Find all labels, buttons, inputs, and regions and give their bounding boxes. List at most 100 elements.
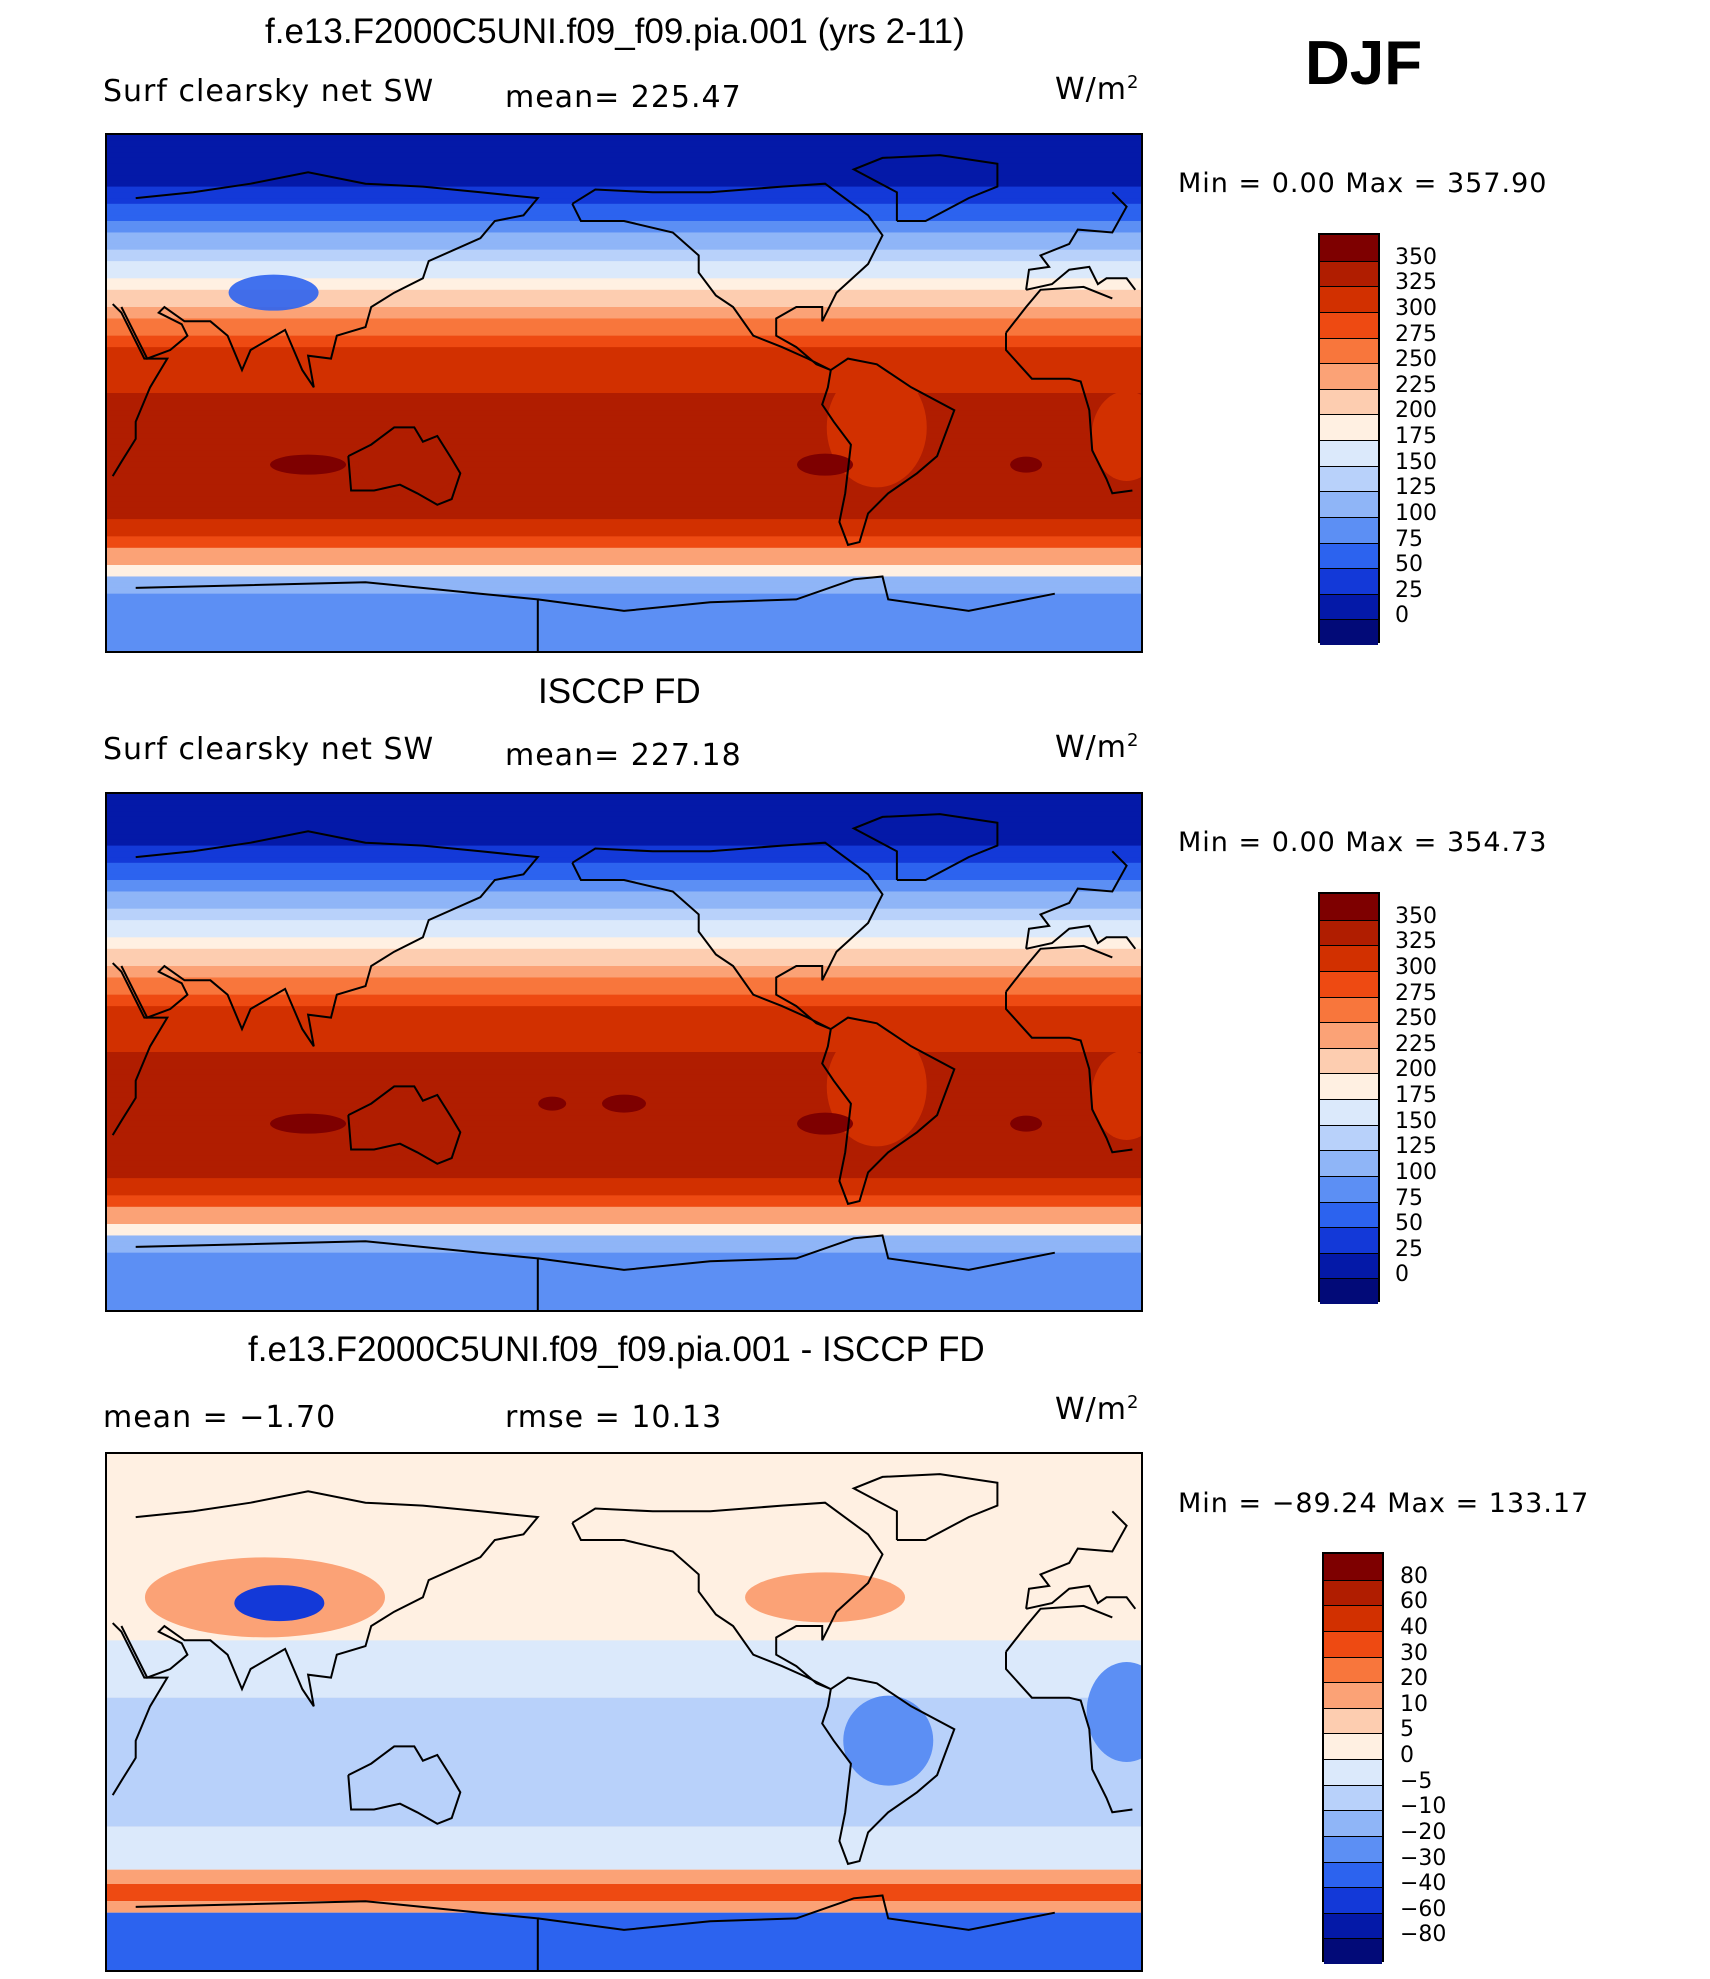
field-band [107,1206,1141,1214]
field-band [107,410,1141,417]
field-band [107,393,1141,400]
field-band [107,868,1141,875]
field-band [107,329,1141,337]
colorbar-swatch [1324,1656,1382,1683]
panel3-rmse-label: rmse = 10.13 [505,1400,723,1435]
colorbar-tick-label: −20 [1400,1819,1447,1845]
coastline-antarctica [537,575,1055,612]
colorbar-tick-label: 25 [1395,1236,1423,1262]
field-band [107,828,1141,835]
field-max [538,1096,567,1111]
colorbar-swatch [1324,1707,1382,1734]
colorbar-swatch [1320,260,1378,287]
field-band [107,438,1141,446]
colorbar-swatch [1320,1124,1378,1151]
field-band [107,289,1141,297]
colorbar-tick-label: 75 [1395,526,1423,552]
field-band [107,198,1141,205]
coastline-antarctica [537,1894,1055,1931]
panel1-minmax: Min = 0.00 Max = 357.90 [1178,168,1548,199]
field-band [107,146,1141,153]
field-patch [843,1695,934,1786]
colorbar-swatch [1320,619,1378,645]
colorbar-tick-label: 250 [1395,1006,1437,1032]
field-patch [363,1758,454,1809]
colorbar-tick-label: 0 [1400,1743,1414,1768]
colorbar-tick-label: 0 [1395,603,1409,629]
colorbar-swatch [1320,1150,1378,1176]
field-band [107,925,1141,933]
season-label: DJF [1305,29,1423,98]
panel3-minmax: Min = −89.24 Max = 133.17 [1178,1488,1590,1519]
colorbar-swatch [1324,1810,1382,1836]
field-band [107,1040,1141,1047]
field-band [107,461,1141,469]
field-band [107,1826,1141,1870]
field-band [107,261,1141,268]
field-band [107,255,1141,262]
field-patch [1091,391,1141,481]
field-band [107,1086,1141,1093]
field-band [107,954,1141,961]
field-band [107,433,1141,440]
field-band [107,602,1141,651]
field-band [107,232,1141,239]
colorbar-swatch [1320,363,1378,389]
field-band [107,352,1141,360]
field-band [107,1189,1141,1196]
map-field [107,794,1141,1310]
field-band [107,203,1141,211]
coastline-africa [111,1622,170,1796]
field-band [107,914,1141,921]
field-band [107,948,1141,956]
colorbar-swatch [1320,1047,1378,1074]
field-band [107,1246,1141,1254]
field-max [270,1113,347,1134]
field-band [107,1155,1141,1162]
colorbar-tick-label: 350 [1395,244,1437,270]
field-band [107,582,1141,589]
field-band [107,1869,1141,1884]
field-band [107,152,1141,159]
field-band [107,1183,1141,1191]
panel2-minmax: Min = 0.00 Max = 354.73 [1178,827,1548,858]
field-band [107,375,1141,383]
field-patch [826,367,927,488]
field-band [107,891,1141,898]
field-band [107,966,1141,973]
coastline-antarctica [135,1240,539,1310]
field-band [107,507,1141,514]
field-band [107,845,1141,852]
coastline-europe_asia [120,171,540,388]
field-band [107,816,1141,824]
colorbar-swatch [1320,945,1378,971]
coastline-africa [1005,1604,1113,1653]
field-band [107,1212,1141,1219]
field-band [107,238,1141,245]
coastline-europe_asia [120,1490,540,1707]
field-band [107,994,1141,1001]
colorbar-swatch [1320,491,1378,517]
coastline-africa [111,303,170,477]
colorbar-swatch [1324,1887,1382,1913]
field-band [107,295,1141,302]
field-band [107,1011,1141,1019]
colorbar-tick-label: 150 [1395,1108,1437,1134]
colorbar-swatch [1320,1175,1378,1202]
field-band [107,1006,1141,1013]
field-band [107,1069,1141,1076]
colorbar-tick-label: −10 [1400,1794,1447,1820]
field-band [107,209,1141,216]
colorbar-swatch [1320,919,1378,946]
field-band [107,467,1141,474]
colorbar-tick-label: 325 [1395,270,1437,296]
panel3-mean-label: mean = −1.70 [103,1400,337,1435]
field-band [107,513,1141,520]
colorbar-tick-label: 225 [1395,1031,1437,1057]
colorbar-tick-label: 200 [1395,398,1437,424]
field-band [107,318,1141,325]
coastline-greenland [851,154,999,222]
field-band [107,1138,1141,1145]
field-band [107,1063,1141,1070]
colorbar-tick-label: 75 [1395,1185,1423,1211]
